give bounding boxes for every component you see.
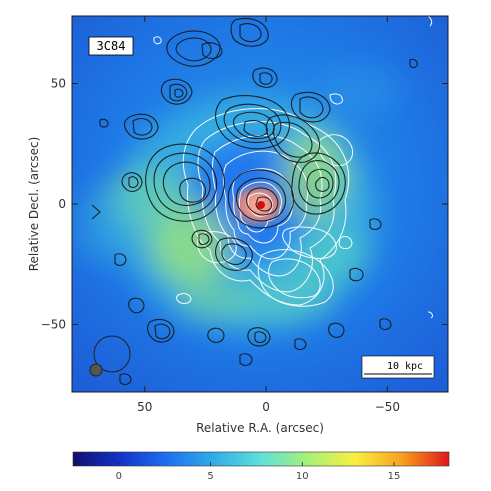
- white-contours: [153, 16, 433, 319]
- core-marker: [257, 201, 265, 209]
- colorbar-ticks: 0 5 10 15: [116, 462, 401, 482]
- beam-ellipses: [89, 335, 131, 377]
- beam-ellipse-large: [93, 335, 131, 373]
- y-tick-label: −50: [41, 318, 66, 332]
- y-tick-label: 0: [58, 197, 66, 211]
- panel-label-background: [88, 36, 134, 56]
- x-axis-title: Relative R.A. (arcsec): [196, 421, 324, 435]
- scale-bar-label: 10 kpc: [387, 361, 423, 372]
- x-axis: 50 0 −50: [137, 16, 400, 414]
- x-tick-label: −50: [375, 400, 400, 414]
- black-contours: [91, 17, 418, 385]
- colorbar-bar: [72, 451, 450, 467]
- beam-ellipse-small: [89, 363, 103, 377]
- panel-label-box: 3C84: [88, 36, 134, 56]
- y-axis-title: Relative Decl. (arcsec): [27, 137, 41, 272]
- y-tick-label: 50: [51, 76, 66, 90]
- scale-bar: 10 kpc: [361, 355, 435, 379]
- x-tick-label: 0: [262, 400, 270, 414]
- x-tick-label: 50: [137, 400, 152, 414]
- panel-label: 3C84: [97, 39, 126, 53]
- colorbar-tick-label: 15: [388, 471, 401, 482]
- map-panel: [72, 16, 448, 392]
- y-axis: 50 0 −50: [41, 76, 448, 332]
- colorbar: 0 5 10 15: [72, 451, 450, 482]
- colorbar-tick-label: 5: [207, 471, 213, 482]
- colorbar-tick-label: 10: [296, 471, 309, 482]
- colorbar-tick-label: 0: [116, 471, 122, 482]
- scale-bar-background: [361, 355, 435, 379]
